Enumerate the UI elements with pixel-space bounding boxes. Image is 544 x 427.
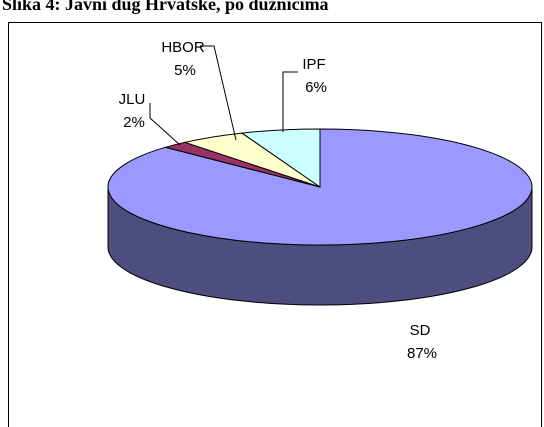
leader-line xyxy=(149,103,181,146)
category-label: JLU xyxy=(119,91,146,108)
leader-line xyxy=(200,45,237,141)
slice xyxy=(240,128,321,188)
value-label: 2% xyxy=(123,114,145,131)
leader-line xyxy=(282,71,298,132)
chart-title: Slika 4: Javni dug Hrvatske, po dužnicim… xyxy=(2,0,329,14)
pie: SD 87% JLU 2% HBOR 5% IPF 6% xyxy=(107,39,533,362)
value-label: 87% xyxy=(407,345,437,362)
category-label: SD xyxy=(410,322,431,339)
category-label: HBOR xyxy=(161,39,205,56)
value-label: 6% xyxy=(305,79,327,96)
category-label: IPF xyxy=(302,56,325,73)
value-label: 5% xyxy=(174,62,196,79)
